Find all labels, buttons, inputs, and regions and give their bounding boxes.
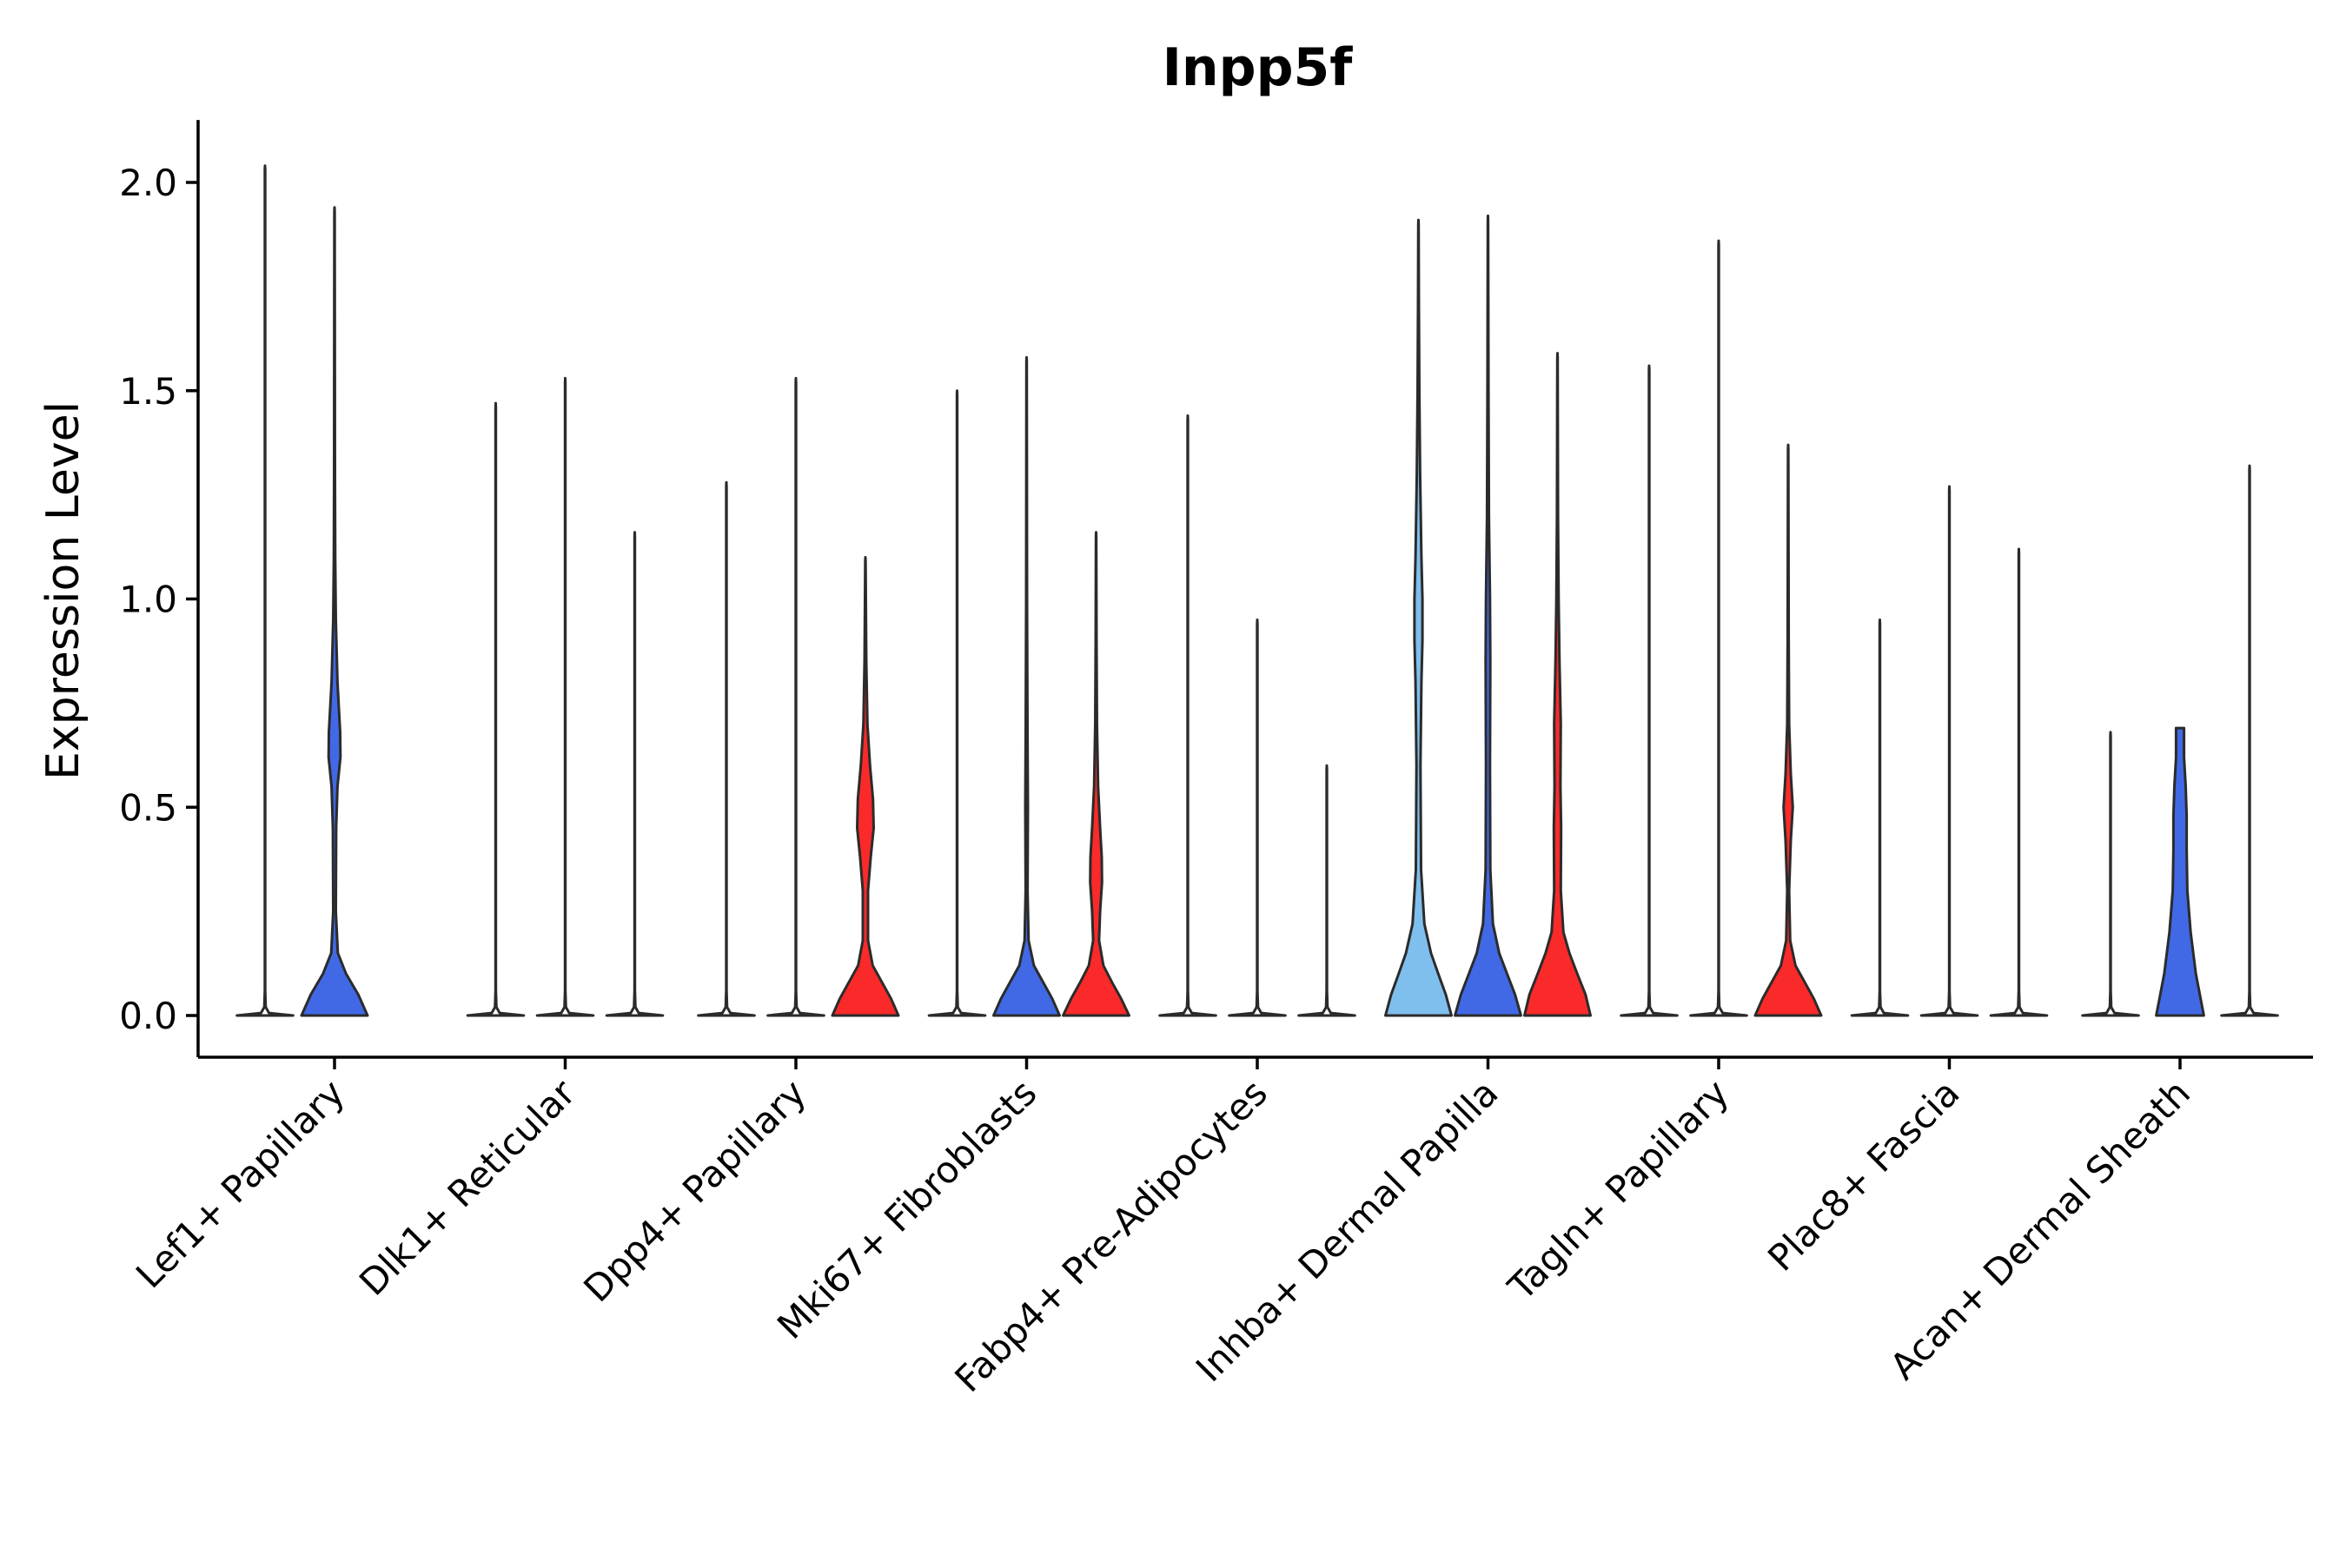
y-tick-label: 0.0 [119,995,177,1037]
violin-8-group-1 [1850,619,1910,1017]
x-tick-label: Mki67+ Fibroblasts [769,1071,1044,1346]
violins-layer [235,164,2279,1017]
violin-3-group-3 [831,556,900,1017]
violin-4-group-2 [992,355,1061,1017]
violin-3-group-2 [766,376,825,1017]
violin-8-group-2 [1919,485,1979,1017]
violin-9-group-2 [2155,726,2205,1017]
violin-7-group-1 [1620,364,1679,1017]
x-tick-label: Dpp4+ Papillary [575,1071,814,1310]
y-axis-label: Expression Level [37,401,89,780]
chart-title: Inpp5f [1163,37,1354,98]
y-tick-label: 1.0 [119,579,177,621]
violin-6-group-1 [1384,218,1453,1017]
violin-6-group-2 [1454,214,1522,1017]
axes-layer [196,120,2313,1059]
violin-1-group-1 [235,164,295,1017]
y-ticks-layer: 0.0 0.5 1.0 1.5 2.0 [119,162,198,1037]
y-tick-label: 1.5 [119,370,177,413]
y-tick-label: 2.0 [119,162,177,204]
violin-1-group-2 [300,206,369,1017]
violin-6-group-3 [1523,352,1592,1017]
violin-2-group-3 [605,531,665,1017]
y-tick-label: 0.5 [119,786,177,829]
violin-9-group-1 [2081,731,2140,1017]
x-tick-label: Plac8+ Fascia [1760,1071,1967,1279]
violin-7-group-2 [1689,239,1748,1017]
violin-7-group-3 [1753,443,1823,1017]
x-tick-label: Tagln+ Papillary [1500,1071,1737,1308]
violin-5-group-3 [1297,764,1356,1017]
x-tick-label: Dlk1+ Reticular [351,1071,584,1304]
x-tick-label: Lef1+ Papillary [128,1071,353,1296]
violin-3-group-1 [697,480,756,1017]
violin-8-group-3 [1989,547,2049,1017]
violin-5-group-1 [1158,414,1217,1017]
violin-9-group-3 [2220,464,2279,1017]
violin-4-group-3 [1062,531,1130,1017]
violin-2-group-1 [466,401,526,1017]
violin-2-group-2 [535,376,595,1017]
violin-5-group-2 [1228,619,1287,1017]
violin-4-group-1 [927,389,987,1017]
